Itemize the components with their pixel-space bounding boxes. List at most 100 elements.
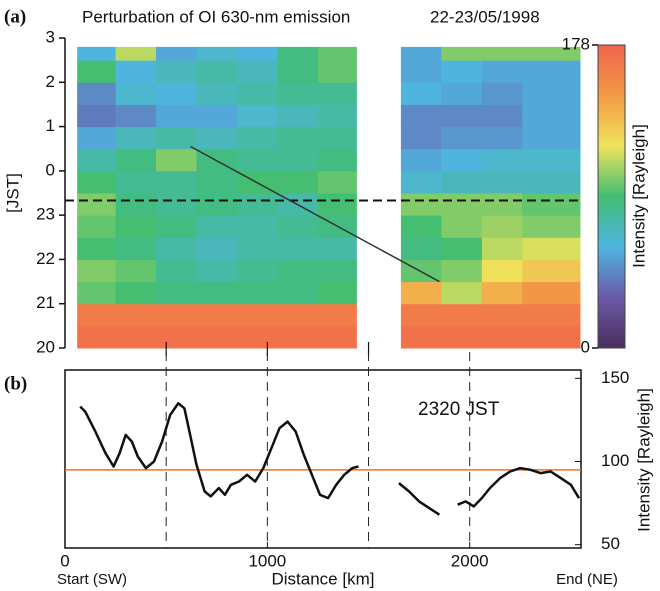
heatmap-cell — [400, 60, 442, 83]
heatmap-cell — [522, 303, 581, 327]
y-tick-label: 20 — [36, 337, 55, 356]
heatmap-cell — [156, 82, 198, 105]
heatmap-cell — [522, 148, 581, 172]
chart-title: Perturbation of OI 630-nm emission — [82, 7, 350, 26]
heatmap-cell — [277, 60, 319, 83]
heatmap-cell — [237, 281, 278, 305]
heatmap-cell — [441, 325, 483, 349]
heatmap-cell — [156, 170, 198, 194]
heatmap-cell — [400, 82, 442, 105]
heatmap-cell — [115, 325, 157, 349]
heatmap-cell — [400, 281, 442, 305]
heatmap-cell — [77, 126, 117, 150]
chart-subtitle: 22-23/05/1998 — [430, 7, 540, 26]
heatmap-cell — [237, 237, 278, 260]
heatmap-cell — [400, 46, 442, 61]
heatmap-cell — [196, 82, 238, 105]
colorbar-tick-label: 178 — [562, 34, 590, 53]
heatmap-cell — [77, 193, 117, 216]
heatmap-cell — [196, 215, 238, 238]
heatmap-cell — [277, 82, 319, 105]
heatmap-cell — [237, 148, 278, 172]
heatmap-cell — [115, 193, 157, 216]
y2-tick-label: 50 — [601, 534, 620, 553]
heatmap-cell — [441, 259, 483, 283]
y-tick-label: 23 — [36, 205, 55, 224]
heatmap-cell — [441, 215, 483, 238]
heatmap-cell — [522, 259, 581, 283]
heatmap-cell — [317, 126, 357, 150]
y-axis-label: [JST] — [3, 173, 22, 213]
heatmap-cell — [156, 281, 198, 305]
heatmap-cell — [196, 126, 238, 150]
heatmap-cell — [317, 325, 357, 349]
heatmap-cell — [400, 259, 442, 283]
heatmap-cell — [277, 303, 319, 327]
heatmap-cell — [277, 325, 319, 349]
heatmap-cell — [317, 60, 357, 83]
annotation: 2320 JST — [418, 399, 500, 420]
heatmap-cell — [77, 237, 117, 260]
heatmap-cell — [441, 281, 483, 305]
heatmap-cell — [522, 325, 581, 349]
heatmap-cell — [400, 325, 442, 349]
heatmap-cell — [317, 259, 357, 283]
heatmap-cell — [522, 170, 581, 194]
heatmap-cell — [277, 237, 319, 260]
heatmap-cell — [441, 82, 483, 105]
heatmap-cell — [481, 303, 523, 327]
heatmap-cell — [441, 303, 483, 327]
heatmap-cell — [522, 46, 581, 61]
heatmap-cell — [115, 303, 157, 327]
heatmap-cell — [317, 303, 357, 327]
heatmap-cell — [237, 259, 278, 283]
data-line — [79, 402, 581, 516]
heatmap-cell — [156, 46, 198, 61]
heatmap-cell — [196, 46, 238, 61]
heatmap-cell — [196, 104, 238, 128]
heatmap-cell — [522, 281, 581, 305]
heatmap-cell — [77, 215, 117, 238]
heatmap-cell — [77, 148, 117, 172]
heatmap-cell — [522, 82, 581, 105]
heatmap-cell — [317, 193, 357, 216]
heatmap-cell — [400, 237, 442, 260]
heatmap-cell — [277, 148, 319, 172]
y2-tick-label: 100 — [601, 451, 629, 470]
heatmap-cell — [481, 126, 523, 150]
heatmap-cell — [196, 193, 238, 216]
x-tick-label: 2000 — [451, 551, 489, 570]
heatmap-cell — [77, 60, 117, 83]
y2-axis-label: Intensity [Rayleigh] — [634, 388, 653, 532]
heatmap-cell — [522, 60, 581, 83]
heatmap-cell — [481, 259, 523, 283]
heatmap-cell — [77, 46, 117, 61]
heatmap-cell — [237, 46, 278, 61]
heatmap-cell — [196, 259, 238, 283]
heatmap-cell — [481, 193, 523, 216]
heatmap-cell — [481, 82, 523, 105]
heatmap-cell — [277, 126, 319, 150]
end-label: End (NE) — [556, 571, 618, 588]
y-tick-label: 21 — [36, 293, 55, 312]
heatmap-cell — [77, 281, 117, 305]
heatmap-cell — [156, 60, 198, 83]
heatmap-cell — [400, 303, 442, 327]
heatmap-cell — [441, 60, 483, 83]
heatmap-cell — [196, 325, 238, 349]
heatmap-cell — [115, 281, 157, 305]
heatmap-cell — [237, 82, 278, 105]
heatmap-cell — [481, 170, 523, 194]
heatmap-cell — [115, 46, 157, 61]
heatmap-cell — [277, 281, 319, 305]
y-tick-label: 1 — [46, 116, 55, 135]
colorbar-label: Intensity [Rayleigh] — [629, 124, 648, 268]
heatmap-cell — [522, 215, 581, 238]
heatmap-cell — [400, 126, 442, 150]
heatmap-cell — [441, 126, 483, 150]
start-label: Start (SW) — [57, 571, 127, 588]
heatmap-cell — [156, 126, 198, 150]
heatmap-cell — [115, 215, 157, 238]
heatmap-cell — [237, 303, 278, 327]
